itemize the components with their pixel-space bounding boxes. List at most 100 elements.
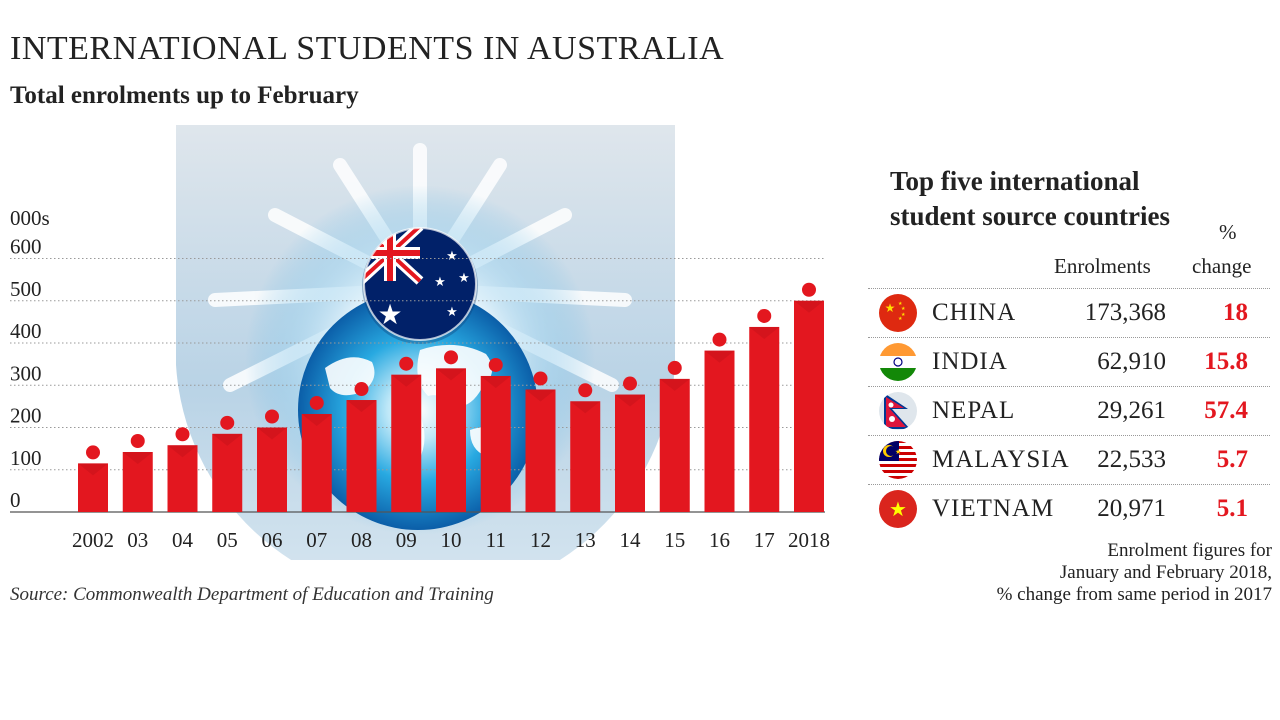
x-tick-label: 15 (664, 528, 685, 552)
enrolments-header: Enrolments (1054, 254, 1151, 278)
bar-head-dot (130, 434, 145, 449)
svg-text:★: ★ (898, 316, 903, 322)
bar-notch (794, 300, 824, 313)
bar-notch (525, 389, 556, 402)
y-tick-label: 600 (10, 235, 42, 259)
bar-head-dot (220, 415, 235, 430)
y-tick-label: 500 (10, 277, 42, 301)
bar-notch (749, 326, 780, 339)
bar-head-dot (757, 308, 772, 323)
pct-header-symbol: % (1219, 220, 1237, 244)
bar-head-dot (623, 376, 637, 391)
row-divider (868, 288, 1270, 289)
country-name: VIETNAM (932, 495, 1055, 522)
x-tick-label: 17 (754, 528, 775, 552)
bar-head-dot (399, 356, 414, 371)
country-row-india: INDIA 62,910 15.8 (868, 338, 1278, 386)
bars (78, 282, 824, 512)
x-axis-ticks: 2002 03 04 05 06 07 08 09 10 11 12 13 14 15 16 17 2018 (72, 528, 830, 552)
bar (391, 374, 422, 512)
bar-notch (615, 394, 645, 407)
svg-text:★: ★ (895, 448, 901, 456)
page-subtitle: Total enrolments up to February (10, 82, 359, 109)
x-tick-label: 13 (575, 528, 596, 552)
bar-notch (704, 350, 735, 363)
x-tick-label: 06 (262, 528, 283, 552)
bar-head-dot (533, 371, 548, 386)
bar-head-dot (488, 357, 503, 372)
bar-notch (122, 452, 153, 465)
pct-change-value: 57.4 (1204, 397, 1248, 424)
bar-head-dot (802, 282, 816, 297)
enrolments-value: 29,261 (1097, 397, 1166, 424)
bar (78, 463, 108, 512)
bar-head-dot (578, 383, 593, 398)
row-divider (868, 435, 1270, 436)
row-divider (868, 386, 1270, 387)
bar (525, 389, 556, 512)
y-tick-label: 400 (10, 319, 42, 343)
bar-notch (570, 401, 601, 414)
malaysia-flag-icon: ★ (879, 441, 917, 479)
x-tick-label: 08 (351, 528, 372, 552)
bar (480, 375, 511, 512)
footnote-line-3: % change from same period in 2017 (996, 584, 1272, 605)
bar (570, 401, 601, 512)
country-row-malaysia: ★ MALAYSIA 22,533 5.7 (868, 436, 1278, 484)
bar-head-dot (309, 395, 324, 410)
x-tick-label: 03 (127, 528, 148, 552)
bar (749, 326, 780, 512)
x-tick-label: 07 (306, 528, 327, 552)
country-row-vietnam: ★ VIETNAM 20,971 5.1 (868, 485, 1278, 533)
x-tick-label: 11 (486, 528, 506, 552)
bar-notch (391, 374, 422, 387)
svg-text:★: ★ (898, 301, 903, 307)
table-title: Top five international student source co… (890, 164, 1170, 234)
x-tick-label: 16 (709, 528, 730, 552)
enrolments-value: 20,971 (1097, 495, 1166, 522)
country-name: NEPAL (932, 397, 1016, 424)
pct-change-header: change (1192, 254, 1252, 278)
footnote-line-2: January and February 2018, (1059, 562, 1272, 583)
x-tick-label: 09 (396, 528, 417, 552)
pct-change-value: 5.1 (1216, 495, 1248, 522)
india-flag-icon (879, 343, 917, 381)
svg-text:★: ★ (446, 249, 458, 264)
footnote-line-1: Enrolment figures for (1107, 540, 1272, 561)
bar-notch (436, 368, 466, 381)
bar-head-dot (712, 332, 727, 347)
x-tick-label: 2018 (788, 528, 830, 552)
x-tick-label: 2002 (72, 528, 114, 552)
x-tick-label: 10 (441, 528, 462, 552)
table-title-line-2: student source countries (890, 201, 1170, 231)
bar (704, 350, 735, 512)
pct-change-value: 5.7 (1216, 446, 1248, 473)
y-tick-label: 300 (10, 361, 42, 385)
page-title: INTERNATIONAL STUDENTS IN AUSTRALIA (10, 30, 725, 67)
x-tick-label: 04 (172, 528, 194, 552)
x-tick-label: 14 (620, 528, 642, 552)
bar-notch (346, 400, 377, 413)
bar (794, 300, 824, 512)
y-axis-ticks: 0 100 200 300 400 500 600 (10, 235, 42, 513)
svg-text:★: ★ (885, 301, 896, 315)
svg-text:★: ★ (901, 306, 906, 312)
bar (257, 427, 287, 512)
country-row-nepal: NEPAL 29,261 57.4 (868, 387, 1278, 435)
enrolments-value: 62,910 (1097, 348, 1166, 375)
country-name: MALAYSIA (932, 446, 1070, 473)
country-name: CHINA (932, 299, 1017, 326)
bar (212, 433, 243, 512)
pct-change-value: 15.8 (1204, 348, 1248, 375)
country-name: INDIA (932, 348, 1008, 375)
svg-text:★: ★ (458, 271, 470, 286)
y-tick-label: 200 (10, 404, 42, 428)
bar-notch (78, 463, 108, 476)
country-row-china: ★ ★ ★ ★ ★ CHINA 173,368 18 (868, 289, 1278, 337)
bar-notch (480, 375, 511, 388)
china-flag-icon: ★ ★ ★ ★ ★ (879, 294, 917, 332)
x-tick-label: 05 (217, 528, 238, 552)
row-divider (868, 337, 1270, 338)
bar-notch (257, 427, 287, 440)
